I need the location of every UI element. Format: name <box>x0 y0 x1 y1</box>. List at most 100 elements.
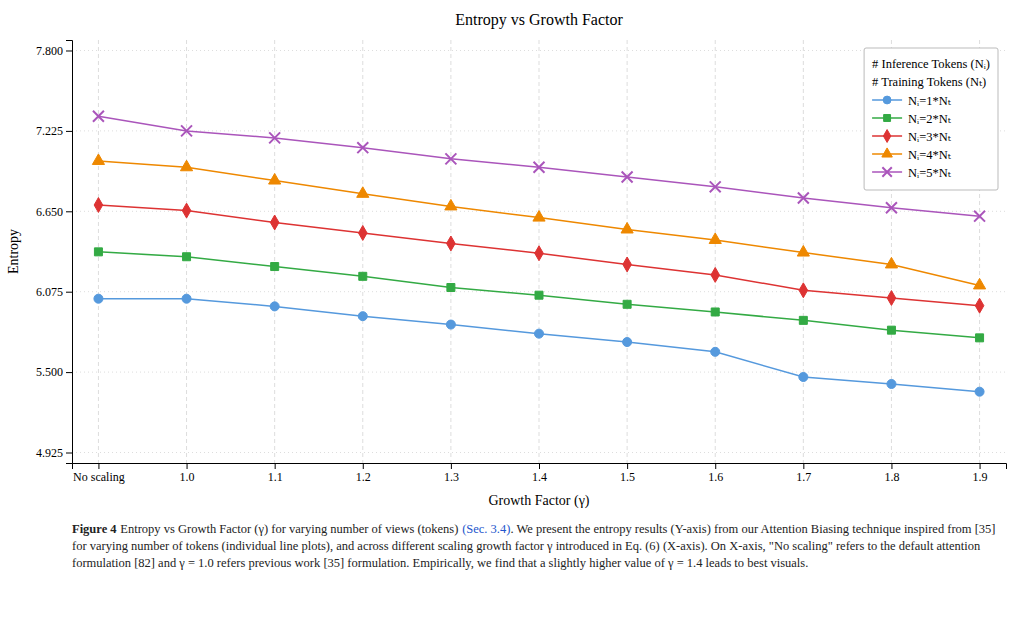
x-tick-label: 1.9 <box>973 470 988 484</box>
x-tick-mark <box>275 463 276 469</box>
series-marker <box>180 160 192 171</box>
x-tick: 1.7 <box>796 463 811 484</box>
series-marker <box>975 387 984 396</box>
x-tick-mark <box>187 463 188 469</box>
legend-label: Nᵢ=5*Nₜ <box>908 166 952 180</box>
series-marker <box>447 236 456 251</box>
series-marker <box>359 272 367 280</box>
legend-swatch-marker <box>883 96 891 104</box>
legend-swatch-marker <box>882 167 891 176</box>
x-tick-label: 1.1 <box>268 470 283 484</box>
x-tick-mark <box>980 463 981 469</box>
series-marker <box>974 211 985 222</box>
series-marker <box>711 347 720 356</box>
series-marker <box>976 334 984 342</box>
legend-header: # Inference Tokens (Nᵢ) <box>872 57 990 71</box>
series-marker <box>623 338 632 347</box>
grid-line-x <box>715 40 716 463</box>
x-tick: 1.5 <box>620 463 635 484</box>
grid-line-x <box>274 40 275 463</box>
series-marker <box>622 172 633 183</box>
y-tick-label: 5.500 <box>36 365 63 379</box>
x-tick-mark <box>98 463 99 469</box>
series-marker <box>799 283 808 298</box>
caption-part: Entropy vs Growth Factor (γ) for varying… <box>120 522 458 536</box>
y-tick-label: 6.650 <box>36 205 63 219</box>
legend-label: Nᵢ=2*Nₜ <box>908 112 952 126</box>
series-marker <box>887 291 896 306</box>
series-marker <box>269 174 281 185</box>
y-tick: 7.225 <box>36 124 72 138</box>
plot-group: No scaling1.01.11.21.31.41.51.61.71.81.9… <box>36 40 1007 484</box>
series-marker <box>797 246 809 257</box>
series-marker <box>887 326 895 334</box>
grid <box>72 40 1006 463</box>
series-marker <box>798 193 809 204</box>
series-group <box>92 111 985 396</box>
caption-link: (Sec. 3.4) <box>462 522 510 536</box>
legend-swatch-marker <box>882 148 893 157</box>
x-tick-label: 1.4 <box>532 470 547 484</box>
series-marker <box>623 257 632 272</box>
chart-svg: No scaling1.01.11.21.31.41.51.61.71.81.9… <box>0 0 1031 515</box>
grid-line-x <box>362 40 363 463</box>
legend-label: Nᵢ=4*Nₜ <box>908 148 952 162</box>
chart-title: Entropy vs Growth Factor <box>455 11 623 29</box>
x-tick: 1.8 <box>884 463 899 484</box>
x-tick-label: 1.5 <box>620 470 635 484</box>
x-tick: 1.1 <box>268 463 283 484</box>
x-tick-mark <box>363 463 364 469</box>
series-marker <box>799 316 807 324</box>
caption-part: Figure 4 <box>72 522 117 536</box>
series-marker <box>357 142 368 153</box>
legend-label: Nᵢ=3*Nₜ <box>908 130 952 144</box>
series-marker <box>709 233 721 244</box>
legend-item: Nᵢ=2*Nₜ <box>872 112 952 126</box>
x-tick-label: 1.6 <box>708 470 723 484</box>
x-tick-label: 1.3 <box>444 470 459 484</box>
y-tick-label: 6.075 <box>36 285 63 299</box>
series-marker <box>445 199 457 210</box>
x-tick: No scaling <box>73 463 125 484</box>
y-tick-mark <box>66 50 72 51</box>
series-marker <box>357 187 369 198</box>
series-marker <box>534 162 545 173</box>
grid-line-y <box>72 372 1006 373</box>
y-tick: 7.800 <box>36 44 72 58</box>
legend-item: Nᵢ=3*Nₜ <box>872 130 952 144</box>
series-marker <box>94 248 102 256</box>
series-marker <box>799 372 808 381</box>
series-marker <box>183 253 191 261</box>
legend-box <box>864 48 998 190</box>
legend-swatch-marker <box>883 130 890 143</box>
x-axis: No scaling1.01.11.21.31.41.51.61.71.81.9 <box>73 463 1007 484</box>
series-marker <box>533 211 545 222</box>
legend-item: Nᵢ=5*Nₜ <box>872 166 952 180</box>
y-tick-label: 7.225 <box>36 124 63 138</box>
series-marker <box>886 202 897 213</box>
x-tick-mark <box>451 463 452 469</box>
series-marker <box>358 226 367 241</box>
legend: # Inference Tokens (Nᵢ)# Training Tokens… <box>864 48 998 190</box>
y-tick: 4.925 <box>36 446 72 460</box>
series-marker <box>534 329 543 338</box>
series-marker <box>885 257 897 268</box>
series-line <box>98 116 979 216</box>
series-line <box>98 299 979 392</box>
series-marker <box>269 132 280 143</box>
grid-line-x <box>186 40 187 463</box>
x-tick-mark <box>803 463 804 469</box>
y-tick-mark <box>66 131 72 132</box>
series-marker <box>535 291 543 299</box>
legend-label: Nᵢ=1*Nₜ <box>908 94 952 108</box>
x-tick: 1.2 <box>356 463 371 484</box>
x-tick-label: 1.7 <box>796 470 811 484</box>
series-marker <box>447 284 455 292</box>
series-marker <box>181 125 192 136</box>
y-axis: 4.925 5.500 6.075 6.650 7.225 7.800 <box>36 41 73 464</box>
y-tick-mark <box>66 211 72 212</box>
x-tick-label: 1.8 <box>884 470 899 484</box>
grid-line-x <box>627 40 628 463</box>
y-axis-line <box>66 41 73 464</box>
series-marker <box>94 198 103 213</box>
